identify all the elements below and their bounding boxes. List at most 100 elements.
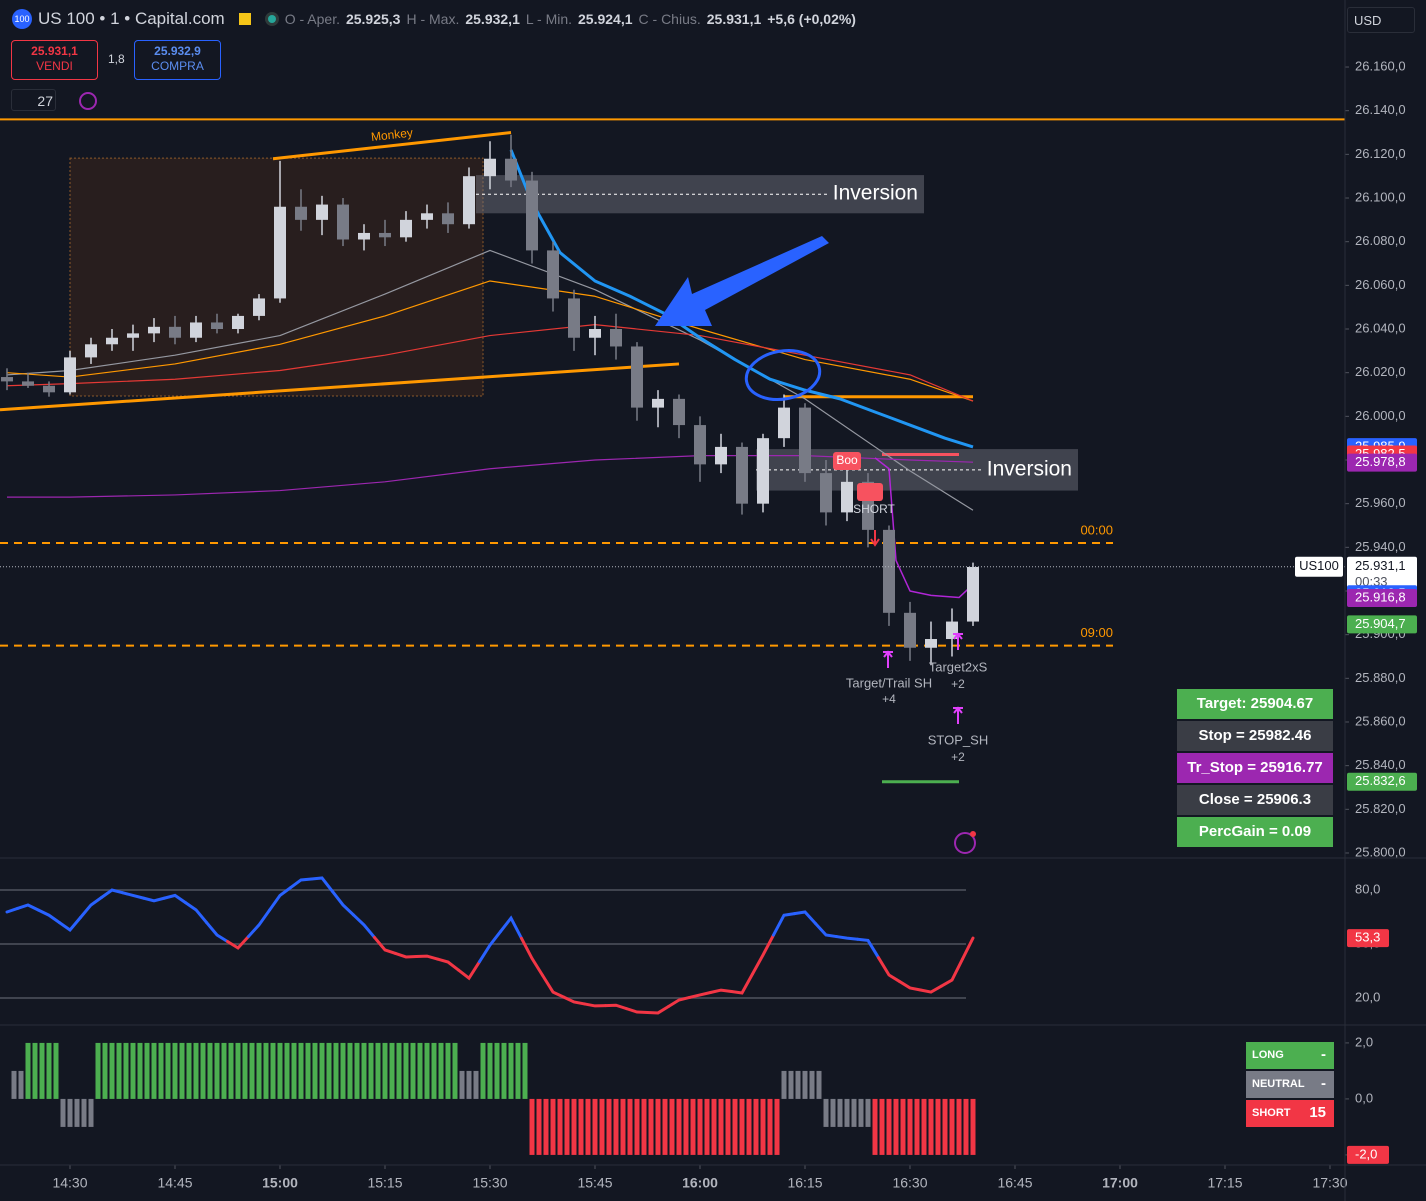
currency-select[interactable]: USD bbox=[1347, 7, 1415, 33]
histogram-bar bbox=[900, 1098, 906, 1155]
last-value-label: 53,3 bbox=[1355, 930, 1380, 945]
candle-body bbox=[589, 329, 601, 338]
flag-icon bbox=[238, 13, 251, 25]
histogram-bar bbox=[459, 1070, 465, 1099]
candle-body bbox=[316, 204, 328, 220]
histogram-bar bbox=[396, 1042, 402, 1099]
buy-label: COMPRA bbox=[151, 59, 204, 73]
sell-button[interactable]: 25.931,1 VENDI bbox=[11, 40, 98, 80]
histogram-bar bbox=[305, 1042, 311, 1099]
oscillator-segment bbox=[16, 903, 40, 912]
histogram-bar bbox=[669, 1098, 675, 1155]
histogram-bar bbox=[592, 1098, 598, 1155]
x-tick-label: 16:45 bbox=[997, 1175, 1032, 1191]
candle-body bbox=[904, 612, 916, 648]
arrow bbox=[655, 236, 829, 326]
candle-body bbox=[85, 344, 97, 358]
candle-body bbox=[463, 176, 475, 225]
y-tick-label: 26.060,0 bbox=[1355, 277, 1406, 292]
histogram-bar bbox=[25, 1042, 31, 1099]
histogram-bar bbox=[809, 1070, 815, 1099]
x-tick-label: 15:45 bbox=[577, 1175, 612, 1191]
candle-body bbox=[820, 473, 832, 513]
trend-label: Monkey bbox=[370, 126, 413, 145]
annotation: Target/Trail SH bbox=[846, 675, 932, 690]
zone-label: Inversion bbox=[833, 182, 918, 205]
histogram-bar bbox=[312, 1042, 318, 1099]
alert-icon[interactable] bbox=[954, 832, 976, 854]
histogram-bar bbox=[354, 1042, 360, 1099]
histogram-bar bbox=[802, 1070, 808, 1099]
y-tick-label: 80,0 bbox=[1355, 881, 1380, 896]
histogram-bar bbox=[151, 1042, 157, 1099]
ohlc-value: 25.924,1 bbox=[578, 11, 633, 27]
info-text: Stop = 25982.46 bbox=[1199, 727, 1312, 744]
histogram-bar bbox=[746, 1098, 752, 1155]
histogram-bar bbox=[466, 1070, 472, 1099]
indicators-toggle[interactable]: 27 bbox=[11, 89, 56, 111]
ohlc-value: 25.932,1 bbox=[465, 11, 520, 27]
histogram-bar bbox=[438, 1042, 444, 1099]
signal-label: LONG bbox=[1252, 1049, 1284, 1061]
histogram-bar bbox=[452, 1042, 458, 1099]
candle-body bbox=[526, 180, 538, 251]
y-tick-label: 25.940,0 bbox=[1355, 539, 1406, 554]
histogram-bar bbox=[242, 1042, 248, 1099]
histogram-bar bbox=[963, 1098, 969, 1155]
histogram-bar bbox=[60, 1098, 66, 1127]
histogram-bar bbox=[522, 1042, 528, 1099]
candle-body bbox=[715, 446, 727, 465]
histogram-bar bbox=[214, 1042, 220, 1099]
candle-body bbox=[337, 204, 349, 240]
histogram-bar bbox=[179, 1042, 185, 1099]
histogram-bar bbox=[473, 1070, 479, 1099]
histogram-bar bbox=[844, 1098, 850, 1127]
histogram-bar bbox=[74, 1098, 80, 1127]
histogram-bar bbox=[319, 1042, 325, 1099]
oscillator-segment bbox=[961, 936, 975, 961]
histogram-bar bbox=[193, 1042, 199, 1099]
x-tick-label: 15:15 bbox=[367, 1175, 402, 1191]
oscillator-segment bbox=[835, 935, 859, 941]
histogram-bar bbox=[515, 1042, 521, 1099]
histogram-bar bbox=[298, 1042, 304, 1099]
candle-body bbox=[505, 158, 517, 181]
trend-line bbox=[0, 362, 680, 412]
candle-body bbox=[190, 322, 202, 338]
y-tick-label: 25.860,0 bbox=[1355, 713, 1406, 728]
oscillator-segment bbox=[289, 877, 313, 890]
price-label-box bbox=[1347, 772, 1417, 791]
oscillator-segment bbox=[562, 995, 586, 1006]
histogram-bar bbox=[333, 1042, 339, 1099]
sync-icon[interactable] bbox=[79, 92, 97, 110]
oscillator-segment bbox=[625, 1007, 649, 1014]
histogram-bar bbox=[137, 1042, 143, 1099]
circle-mark bbox=[744, 349, 822, 401]
buy-button[interactable]: 25.932,9 COMPRA bbox=[134, 40, 221, 80]
level-label: 00:00 bbox=[1080, 522, 1113, 537]
histogram-bar bbox=[501, 1042, 507, 1099]
last-price-box bbox=[1347, 556, 1417, 593]
histogram-bar bbox=[662, 1098, 668, 1155]
y-tick-label: 26.000,0 bbox=[1355, 408, 1406, 423]
ohlc-value: 25.931,1 bbox=[706, 11, 762, 27]
x-tick-label: 17:30 bbox=[1312, 1175, 1347, 1191]
histogram-bar bbox=[116, 1042, 122, 1099]
histogram-bar bbox=[46, 1042, 52, 1099]
oscillator-segment bbox=[793, 910, 817, 926]
histogram-bar bbox=[690, 1098, 696, 1155]
currency: USD bbox=[1354, 13, 1382, 28]
oscillator-segment bbox=[940, 957, 964, 988]
histogram-bar bbox=[130, 1042, 136, 1099]
oscillator-segment bbox=[751, 933, 775, 976]
histogram-bar bbox=[942, 1098, 948, 1155]
candle-body bbox=[547, 250, 559, 299]
alert-dot bbox=[970, 831, 976, 837]
histogram-bar bbox=[760, 1098, 766, 1155]
ohlc-label: H - Max. bbox=[406, 11, 460, 27]
oscillator-segment bbox=[814, 922, 838, 939]
ohlc-value: 25.925,3 bbox=[345, 11, 401, 27]
candle-body bbox=[757, 438, 769, 504]
y-tick-label: 25.960,0 bbox=[1355, 495, 1406, 510]
